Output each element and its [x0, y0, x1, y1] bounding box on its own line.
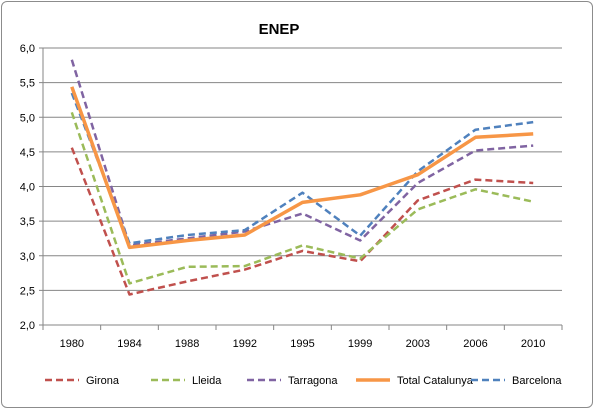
grid-lines [43, 47, 562, 291]
x-tick-label: 1988 [175, 338, 199, 350]
series-line-girona [70, 147, 534, 296]
legend-label: Lleida [192, 375, 222, 387]
y-tick-label: 4,0 [20, 182, 35, 194]
series-line-total-catalunya [70, 86, 534, 250]
legend-label: Barcelona [512, 375, 562, 387]
y-tick-label: 5,0 [20, 112, 35, 124]
x-tick-label: 1992 [233, 338, 257, 350]
x-tick-label: 1980 [60, 338, 84, 350]
series-line-lleida [70, 112, 534, 285]
series-lines [70, 59, 534, 296]
y-tick-label: 3,0 [20, 251, 35, 263]
y-tick-label: 5,5 [20, 78, 35, 90]
legend-label: Girona [86, 375, 120, 387]
x-tick-label: 1995 [290, 338, 314, 350]
x-axis-ticks: 1980 1984 1988 1992 1995 1999 2003 2006 2010 [42, 325, 563, 350]
chart-title: ENEP [259, 21, 300, 38]
y-tick-label: 6,0 [20, 43, 35, 55]
legend: Girona Lleida Tarragona Total Catalunya Barc… [45, 375, 562, 387]
x-tick-label: 1984 [117, 338, 141, 350]
x-tick-label: 2003 [406, 338, 430, 350]
y-tick-label: 4,5 [20, 147, 35, 159]
x-tick-label: 2006 [463, 338, 487, 350]
y-axis-ticks: 2,0 2,5 3,0 3,5 4,0 4,5 5,0 5,5 6,0 [20, 43, 43, 332]
x-tick-label: 1999 [348, 338, 372, 350]
series-line-barcelona [70, 92, 534, 245]
legend-label: Total Catalunya [397, 375, 474, 387]
y-tick-label: 2,5 [20, 285, 35, 297]
x-tick-label: 2010 [521, 338, 545, 350]
legend-label: Tarragona [288, 375, 338, 387]
series-line-tarragona [70, 59, 534, 247]
y-tick-label: 3,5 [20, 216, 35, 228]
y-tick-label: 2,0 [20, 320, 35, 332]
